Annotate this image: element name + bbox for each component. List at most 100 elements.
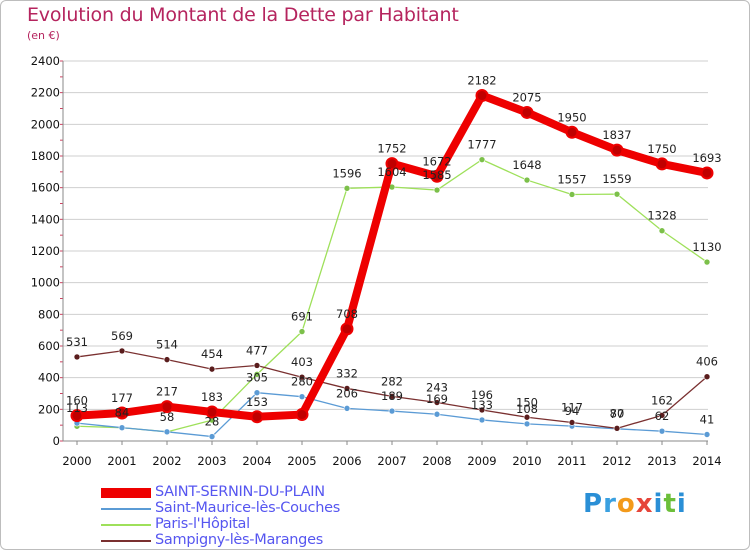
data-point-0	[655, 157, 669, 171]
x-tick-label: 2010	[512, 454, 541, 468]
y-tick-label: 1600	[31, 181, 60, 195]
legend-swatch-saint-maurice	[101, 508, 151, 510]
legend-swatch-sampigny	[101, 540, 151, 542]
data-point-3	[343, 385, 351, 392]
x-tick-label: 2007	[377, 454, 406, 468]
data-point-0	[295, 408, 309, 422]
legend-label-saint-sernin: SAINT-SERNIN-DU-PLAIN	[155, 484, 325, 500]
data-label-1: 113	[66, 401, 88, 415]
data-label-1: 280	[291, 375, 313, 389]
data-point-3	[568, 419, 576, 426]
data-point-0	[700, 166, 714, 180]
data-label-1: 41	[700, 413, 715, 427]
data-label-2: 1596	[332, 166, 361, 180]
data-label-3: 406	[696, 355, 718, 369]
data-label-1: 108	[516, 402, 538, 416]
x-tick-label: 2003	[197, 454, 226, 468]
data-point-0	[160, 400, 174, 414]
data-point-3	[388, 393, 396, 400]
data-point-1	[253, 389, 261, 397]
data-point-2	[253, 371, 261, 378]
data-label-0: 1837	[602, 128, 631, 142]
x-tick-label: 2001	[107, 454, 136, 468]
y-tick-label: 800	[38, 307, 60, 321]
chart-subtitle: (en €)	[27, 29, 60, 42]
data-point-2	[613, 190, 621, 198]
chart-title: Evolution du Montant de la Dette par Hab…	[27, 4, 459, 26]
y-tick-label: 1200	[31, 244, 60, 258]
data-point-0	[250, 410, 264, 424]
legend: SAINT-SERNIN-DU-PLAIN Saint-Maurice-lès-…	[101, 484, 421, 549]
data-point-0	[565, 125, 579, 139]
data-point-1	[343, 405, 351, 412]
legend-label-sampigny: Sampigny-lès-Maranges	[155, 532, 323, 548]
data-label-0: 153	[246, 395, 268, 409]
data-label-0: 1672	[422, 154, 451, 168]
legend-item-saint-sernin: SAINT-SERNIN-DU-PLAIN	[101, 484, 421, 501]
data-label-2: 1604	[377, 165, 406, 179]
data-label-3: 80	[610, 406, 625, 420]
y-tick-label: 1400	[31, 212, 60, 226]
data-label-0: 708	[336, 307, 358, 321]
data-point-1	[523, 420, 531, 428]
data-label-1: 28	[205, 415, 220, 429]
data-label-1: 62	[655, 409, 670, 423]
data-label-3: 196	[471, 388, 493, 402]
data-point-2	[433, 186, 441, 194]
x-tick-label: 2004	[242, 454, 271, 468]
data-label-0: 1950	[557, 110, 586, 124]
x-tick-label: 2000	[62, 454, 91, 468]
data-label-3: 514	[156, 338, 178, 352]
data-point-3	[703, 373, 711, 381]
y-tick-label: 1800	[31, 149, 60, 163]
data-label-1: 77	[610, 407, 625, 421]
data-label-3: 117	[561, 400, 583, 414]
data-point-0	[115, 406, 129, 420]
data-label-1: 169	[426, 392, 448, 406]
data-point-2	[658, 227, 666, 235]
data-point-2	[298, 328, 306, 335]
y-tick-label: 2400	[31, 54, 60, 68]
data-point-3	[163, 356, 171, 363]
data-point-3	[253, 362, 261, 369]
data-point-0	[385, 157, 399, 171]
data-point-3	[73, 353, 81, 361]
data-point-1	[658, 427, 666, 435]
data-label-2: 1585	[422, 168, 451, 182]
data-label-1: 84	[115, 406, 130, 420]
x-tick-label: 2013	[647, 454, 676, 468]
data-label-3: 569	[111, 329, 133, 343]
data-label-0: 160	[66, 394, 88, 408]
legend-swatch-saint-sernin	[101, 488, 151, 498]
legend-item-sampigny: Sampigny-lès-Maranges	[101, 532, 421, 549]
data-label-3: 332	[336, 366, 358, 380]
data-label-1: 58	[160, 410, 175, 424]
y-tick-label: 2200	[31, 86, 60, 100]
data-point-1	[208, 433, 216, 440]
data-label-3: 282	[381, 374, 403, 388]
legend-label-saint-maurice: Saint-Maurice-lès-Couches	[155, 500, 340, 516]
x-tick-label: 2009	[467, 454, 496, 468]
data-label-3: 454	[201, 347, 223, 361]
data-label-2: 1648	[512, 158, 541, 172]
data-label-3: 150	[516, 395, 538, 409]
data-point-0	[340, 322, 354, 336]
x-tick-label: 2006	[332, 454, 361, 468]
data-label-1: 189	[381, 389, 403, 403]
x-tick-label: 2002	[152, 454, 181, 468]
data-point-2	[343, 185, 351, 192]
data-point-0	[70, 409, 84, 423]
y-tick-label: 0	[53, 434, 60, 448]
data-point-3	[433, 399, 441, 406]
data-point-1	[298, 393, 306, 400]
data-label-2: 1777	[467, 138, 496, 152]
data-label-0: 183	[201, 390, 223, 404]
data-point-3	[613, 425, 621, 432]
data-point-2	[703, 258, 711, 266]
data-point-0	[430, 169, 444, 183]
data-point-2	[478, 156, 486, 163]
data-point-3	[523, 413, 531, 421]
data-point-3	[208, 365, 216, 373]
data-point-0	[520, 105, 534, 119]
